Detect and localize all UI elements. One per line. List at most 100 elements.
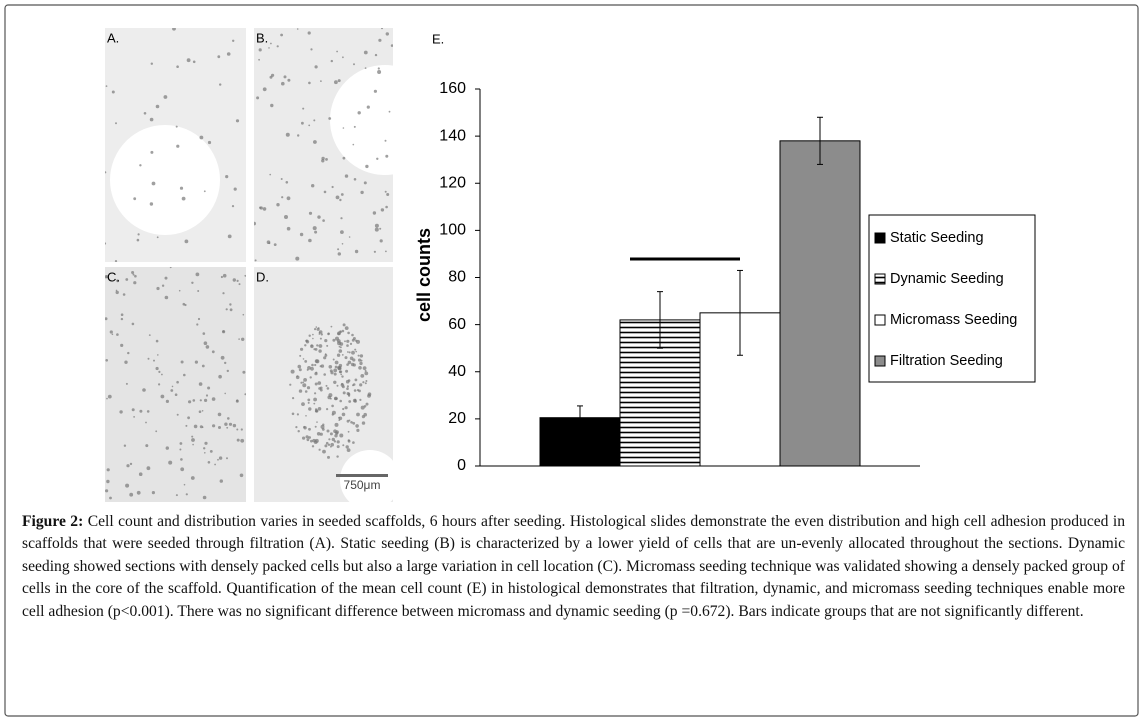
cell-dot bbox=[155, 104, 160, 109]
cell-dot bbox=[365, 402, 369, 406]
cell-dot bbox=[358, 358, 362, 362]
cell-dot bbox=[158, 370, 161, 373]
y-tick-label: 100 bbox=[439, 222, 466, 239]
cell-dot bbox=[314, 230, 318, 234]
cell-dot bbox=[341, 375, 344, 378]
cell-dot bbox=[145, 421, 147, 424]
cell-dot bbox=[304, 344, 307, 347]
cell-dot bbox=[295, 256, 300, 261]
micrograph-body bbox=[105, 267, 246, 502]
frame bbox=[4, 4, 1139, 717]
scaffold-pore bbox=[330, 65, 393, 175]
cell-dot bbox=[317, 215, 321, 219]
cell-dot bbox=[205, 394, 209, 397]
cell-dot bbox=[227, 417, 230, 420]
cell-dot bbox=[326, 429, 330, 433]
cell-dot bbox=[185, 424, 188, 427]
cell-dot bbox=[340, 193, 344, 196]
cell-dot bbox=[318, 448, 321, 451]
cell-dot bbox=[198, 382, 203, 386]
cell-dot bbox=[269, 173, 272, 176]
cell-dot bbox=[335, 336, 339, 341]
cell-dot bbox=[364, 371, 369, 376]
cell-dot bbox=[232, 278, 236, 282]
cell-dot bbox=[319, 337, 322, 340]
cell-dot bbox=[313, 348, 316, 351]
cell-dot bbox=[339, 433, 344, 438]
cell-dot bbox=[161, 284, 165, 287]
cell-dot bbox=[254, 259, 257, 262]
cell-dot bbox=[390, 44, 393, 47]
cell-dot bbox=[330, 442, 335, 447]
micrograph: B. bbox=[254, 28, 393, 262]
cell-dot bbox=[337, 252, 341, 256]
cell-dot bbox=[105, 489, 109, 493]
cell-dot bbox=[318, 344, 323, 348]
cell-dot bbox=[165, 446, 169, 450]
cell-dot bbox=[339, 399, 343, 403]
cell-dot bbox=[333, 380, 337, 384]
cell-dot bbox=[229, 308, 233, 312]
cell-dot bbox=[165, 399, 169, 403]
cell-dot bbox=[298, 389, 303, 393]
cell-dot bbox=[315, 409, 319, 413]
cell-dot bbox=[291, 412, 295, 416]
cell-dot bbox=[334, 80, 338, 85]
cell-dot bbox=[334, 396, 338, 401]
cell-dot bbox=[347, 360, 352, 365]
cell-dot bbox=[191, 435, 194, 438]
cell-dot bbox=[336, 353, 341, 357]
cell-dot bbox=[302, 358, 305, 360]
cell-dot bbox=[203, 447, 206, 450]
cell-dot bbox=[346, 387, 349, 391]
cell-dot bbox=[305, 340, 310, 344]
cell-dot bbox=[339, 330, 342, 333]
micrograph-body bbox=[105, 28, 246, 262]
cell-dot bbox=[125, 382, 128, 385]
cell-dot bbox=[119, 410, 123, 414]
cell-dot bbox=[331, 404, 334, 408]
cell-dot bbox=[138, 472, 143, 477]
cell-dot bbox=[354, 348, 357, 351]
scale-bar-label: 750μm bbox=[344, 478, 381, 492]
cell-dot bbox=[337, 365, 342, 370]
y-tick-label: 120 bbox=[439, 174, 466, 191]
cell-dot bbox=[116, 333, 119, 336]
y-tick-label: 60 bbox=[448, 316, 466, 333]
cell-dot bbox=[107, 394, 112, 399]
cell-dot bbox=[310, 366, 314, 371]
cell-dot bbox=[262, 87, 267, 92]
cell-dot bbox=[116, 279, 119, 283]
cell-dot bbox=[179, 186, 184, 190]
cell-dot bbox=[114, 260, 118, 262]
cell-dot bbox=[307, 401, 310, 404]
cell-dot bbox=[287, 78, 291, 82]
cell-dot bbox=[377, 70, 382, 74]
cell-dot bbox=[328, 117, 332, 120]
cell-dot bbox=[217, 458, 219, 461]
cell-dot bbox=[127, 351, 130, 355]
cell-dot bbox=[163, 95, 168, 99]
cell-dot bbox=[211, 397, 216, 401]
cell-dot bbox=[147, 357, 150, 360]
cell-dot bbox=[308, 238, 312, 243]
cell-dot bbox=[345, 445, 349, 449]
cell-dot bbox=[308, 211, 313, 215]
cell-dot bbox=[196, 323, 199, 326]
cell-dot bbox=[333, 368, 338, 373]
cell-dot bbox=[330, 371, 334, 375]
cell-dot bbox=[311, 445, 315, 448]
micrographs: A. B. C. D. 750μm bbox=[105, 28, 393, 502]
cell-dot bbox=[281, 81, 285, 86]
cell-dot bbox=[197, 290, 200, 292]
cell-dot bbox=[329, 432, 333, 436]
cell-dot bbox=[334, 422, 339, 427]
cell-dot bbox=[183, 373, 186, 377]
cell-dot bbox=[347, 379, 351, 382]
cell-dot bbox=[346, 385, 349, 388]
cell-dot bbox=[352, 383, 356, 386]
cell-dot bbox=[353, 178, 357, 181]
cell-dot bbox=[344, 406, 348, 410]
cell-dot bbox=[105, 171, 107, 174]
cell-dot bbox=[338, 349, 343, 353]
